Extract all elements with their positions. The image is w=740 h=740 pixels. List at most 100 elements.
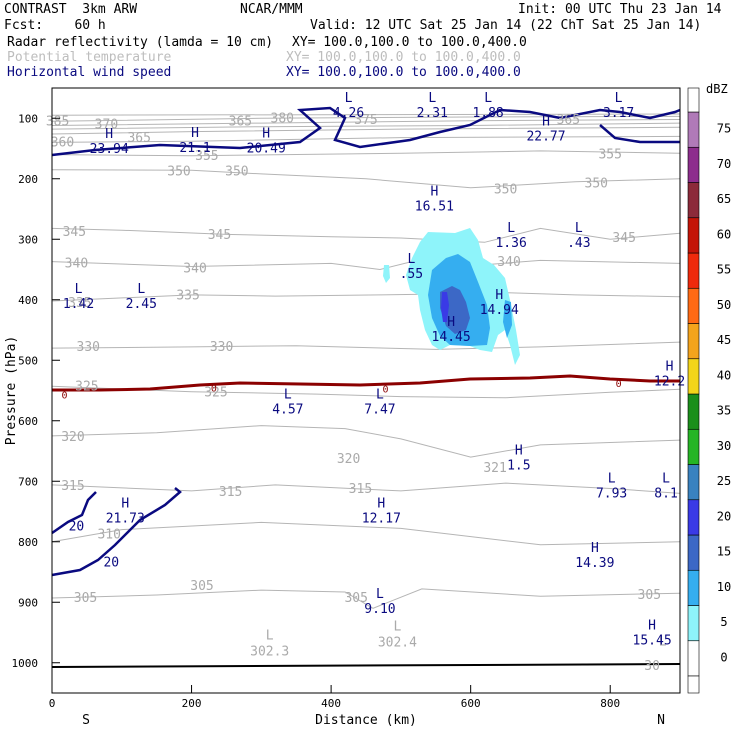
theta-line-365 [51,126,681,135]
wind-extremum-letter: L [75,282,83,297]
theta-label: 350 [494,183,517,198]
colorbar-swatch [687,569,700,606]
wind-extremum-value: 22.77 [526,130,565,145]
theta-label: 370 [95,117,118,132]
colorbar-label: 65 [717,192,731,206]
theta-label: 305 [638,588,661,603]
theta-label: 315 [349,482,372,497]
reflectivity-shading [383,228,520,365]
field3-name: Horizontal wind speed [7,65,172,80]
wind-extremum-value: 20.49 [247,142,286,157]
potential-temperature-contours [51,113,681,609]
wind-extremum-letter: H [648,619,656,634]
theta-label: 350 [167,164,190,179]
wind-extremum-value: 3.17 [603,106,634,121]
theta-label: 350 [585,177,608,192]
colorbar-swatch [687,605,700,642]
model-title: CONTRAST 3km ARW [4,2,138,17]
x-tick-label: 600 [461,697,481,710]
colorbar-label: 30 [717,439,731,453]
wind-extremum-value: 4.57 [272,402,303,417]
colorbar-label: 10 [717,580,731,594]
y-tick-label: 200 [18,173,38,186]
theta-line-360 [51,135,681,143]
wind-extremum-letter: L [662,471,670,486]
y-tick-label: 500 [18,354,38,367]
colorbar-swatch [687,428,700,465]
x-axis-label: Distance (km) [315,713,417,728]
y-tick-label: 300 [18,233,38,246]
theta-line-355 [51,150,681,157]
theta-label: 360 [51,135,74,150]
wind-extremum-value: 1.36 [495,236,526,251]
field2-xy: XY= 100.0,100.0 to 100.0,400.0 [286,50,521,65]
colorbar-label: 45 [717,333,731,347]
theta-line-340 [51,256,681,271]
y-tick-label: 1000 [12,657,39,670]
theta-label: 335 [176,289,199,304]
colorbar-label: 40 [717,368,731,382]
theta-line-305 [51,588,681,609]
colorbar-label: 60 [717,227,731,241]
colorbar-label: 25 [717,474,731,488]
wind-contour-label: 20 [69,519,85,534]
colorbar-unit: dBZ [706,82,728,96]
theta-label: 345 [63,225,86,240]
wind-extremum-value: 23.94 [90,142,129,157]
wind-extremum-letter: L [137,282,145,297]
theta-label: 375 [354,113,377,128]
wind-extremum-value: 2.45 [126,297,157,312]
wind-extremum-letter: H [262,127,270,142]
x-tick-label: 800 [600,697,620,710]
theta-label: 325 [75,379,98,394]
wind-extremum-value: 12.17 [362,511,401,526]
x-axis-south-label: S [82,713,90,728]
wind-contour-label: 20 [103,556,119,571]
valid-time: Valid: 12 UTC Sat 25 Jan 14 (22 ChT Sat … [310,18,702,33]
field3-xy: XY= 100.0,100.0 to 100.0,400.0 [286,65,521,80]
wind-extremum-letter: H [666,360,674,375]
wind-extremum-value: 14.39 [575,556,614,571]
freezing-level-label: 0 [383,385,389,396]
wind-extremum-letter: H [591,541,599,556]
wind-extremum-value: 8.1 [654,486,677,501]
wind-extremum-value: .55 [400,267,423,282]
plot-frame [51,87,681,694]
theta-extremum-value: 302.4 [378,636,417,651]
colorbar-label: 75 [717,122,731,136]
theta-extremum-letter: L [266,629,274,644]
theta-line-350 [51,169,681,189]
theta-label: 340 [183,261,206,276]
ground-surface-line [51,663,681,668]
wind-extremum-letter: L [608,471,616,486]
theta-label: 355 [598,148,621,163]
y-tick-label: 900 [18,596,38,609]
colorbar-swatch [687,287,700,324]
theta-label: 335 [68,296,91,311]
wind-extremum-letter: H [377,496,385,511]
x-axis-north-label: N [657,713,665,728]
colorbar-swatch [687,217,700,254]
theta-line-375 [51,119,681,126]
theta-line-310 [51,521,681,546]
colorbar-swatch [687,393,700,430]
wind-extremum-value: 15.45 [633,634,672,649]
wind-20-contour-upper-right [599,124,680,144]
model-source: NCAR/MMM [240,2,303,17]
theta-label: 325 [204,385,227,400]
theta-label: 380 [271,111,294,126]
theta-line-315 [51,482,681,494]
wind-extremum-letter: L [428,91,436,106]
reflectivity-20dbz-core [441,292,449,322]
colorbar-label: 5 [720,615,727,629]
colorbar-swatch [687,464,700,501]
wind-extremum-letter: L [507,221,515,236]
theta-line-380 [51,115,681,122]
colorbar-swatch [687,534,700,571]
theta-extremum-letter: L [659,635,667,650]
wind-extremum-value: 14.94 [480,303,519,318]
theta-label: 330 [210,340,233,355]
wind-extremum-value: 7.47 [364,402,395,417]
y-tick-label: 100 [18,112,38,125]
colorbar-swatch [687,499,700,536]
